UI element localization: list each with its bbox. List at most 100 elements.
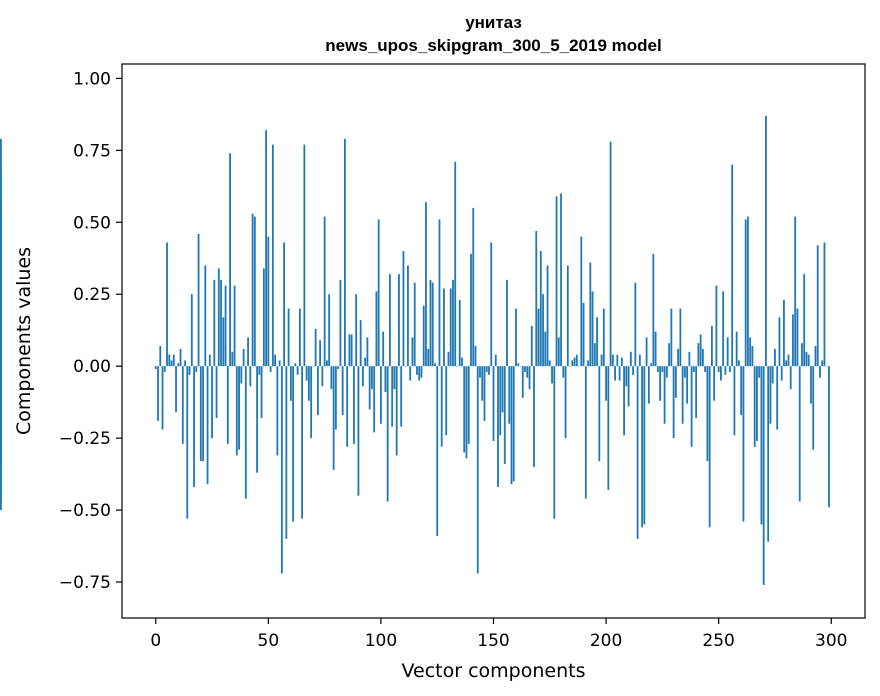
bar [416, 366, 418, 375]
bar [548, 360, 551, 367]
bar [440, 366, 443, 447]
bar [328, 294, 331, 367]
bar [0, 271, 2, 367]
bar [267, 236, 270, 367]
bar [226, 366, 229, 444]
bar [587, 360, 589, 367]
bar [276, 366, 279, 456]
y-tick-label: −0.75 [59, 573, 111, 593]
bar [747, 216, 749, 367]
bar [413, 282, 416, 367]
bar [670, 308, 673, 367]
y-tick-label: −0.50 [59, 501, 111, 521]
bar [157, 366, 159, 421]
bar [395, 366, 398, 456]
bar [722, 291, 725, 367]
bar [316, 366, 319, 416]
bar [582, 302, 585, 367]
bar [391, 366, 394, 427]
bar [242, 348, 245, 367]
bar [314, 328, 317, 367]
bar [744, 219, 747, 367]
bar [280, 366, 283, 574]
bar [692, 366, 695, 372]
bar [298, 308, 301, 367]
bar [389, 274, 391, 367]
bar [738, 360, 740, 367]
y-tick-label: 0.50 [73, 213, 111, 233]
bar [591, 291, 594, 367]
bar [695, 366, 698, 418]
bar [305, 366, 308, 381]
bar [512, 366, 515, 482]
bar [247, 337, 249, 367]
bar [774, 348, 776, 367]
chart-subtitle: news_upos_skipgram_300_5_2019 model [325, 36, 661, 55]
bar [350, 334, 353, 367]
bar [751, 346, 754, 367]
bar [620, 357, 623, 367]
bar [400, 366, 403, 427]
bar [283, 242, 286, 367]
y-tick-label: 0.00 [73, 357, 111, 377]
bar [436, 366, 439, 536]
bar [571, 360, 574, 367]
bar [756, 366, 758, 442]
bar [334, 366, 337, 430]
bar [445, 366, 448, 436]
bar [771, 366, 774, 384]
bar [814, 346, 817, 367]
bar [528, 366, 531, 390]
bar [668, 343, 671, 367]
bar [186, 366, 189, 519]
bar [233, 285, 236, 367]
bar [368, 366, 371, 410]
bar [526, 366, 529, 378]
bar [679, 308, 682, 367]
bar [425, 202, 427, 367]
bar [384, 366, 387, 393]
bar [296, 366, 299, 375]
bar [271, 144, 274, 367]
bar [711, 325, 713, 367]
bar [253, 216, 256, 367]
bar [244, 366, 247, 499]
x-tick-label: 200 [590, 631, 622, 651]
bar [208, 354, 211, 367]
bar [650, 363, 653, 367]
bar [690, 366, 693, 447]
bar [467, 366, 470, 444]
bar [420, 366, 423, 378]
bar [688, 351, 691, 367]
bar [729, 366, 731, 372]
bar [557, 337, 560, 367]
bar [211, 366, 213, 439]
bar [699, 334, 702, 367]
bar [238, 366, 240, 450]
bar [188, 366, 191, 375]
bar [674, 366, 677, 398]
bar [553, 366, 556, 519]
bar [753, 366, 756, 447]
bar [483, 366, 486, 421]
bar [618, 366, 621, 381]
bar [438, 219, 441, 367]
bar [265, 130, 267, 367]
bar [240, 366, 243, 384]
bar [677, 348, 680, 367]
bar [704, 366, 707, 372]
bar [821, 360, 824, 367]
bar [762, 366, 765, 585]
bar [656, 366, 659, 372]
bar [490, 242, 493, 367]
bar [362, 366, 364, 387]
bar [819, 366, 821, 378]
bar [510, 366, 513, 485]
bar [816, 245, 819, 367]
bar [546, 265, 549, 367]
bar [479, 366, 481, 378]
y-tick-label: 0.75 [73, 141, 111, 161]
bar [159, 346, 162, 367]
bar [765, 115, 767, 367]
bar [634, 282, 637, 367]
